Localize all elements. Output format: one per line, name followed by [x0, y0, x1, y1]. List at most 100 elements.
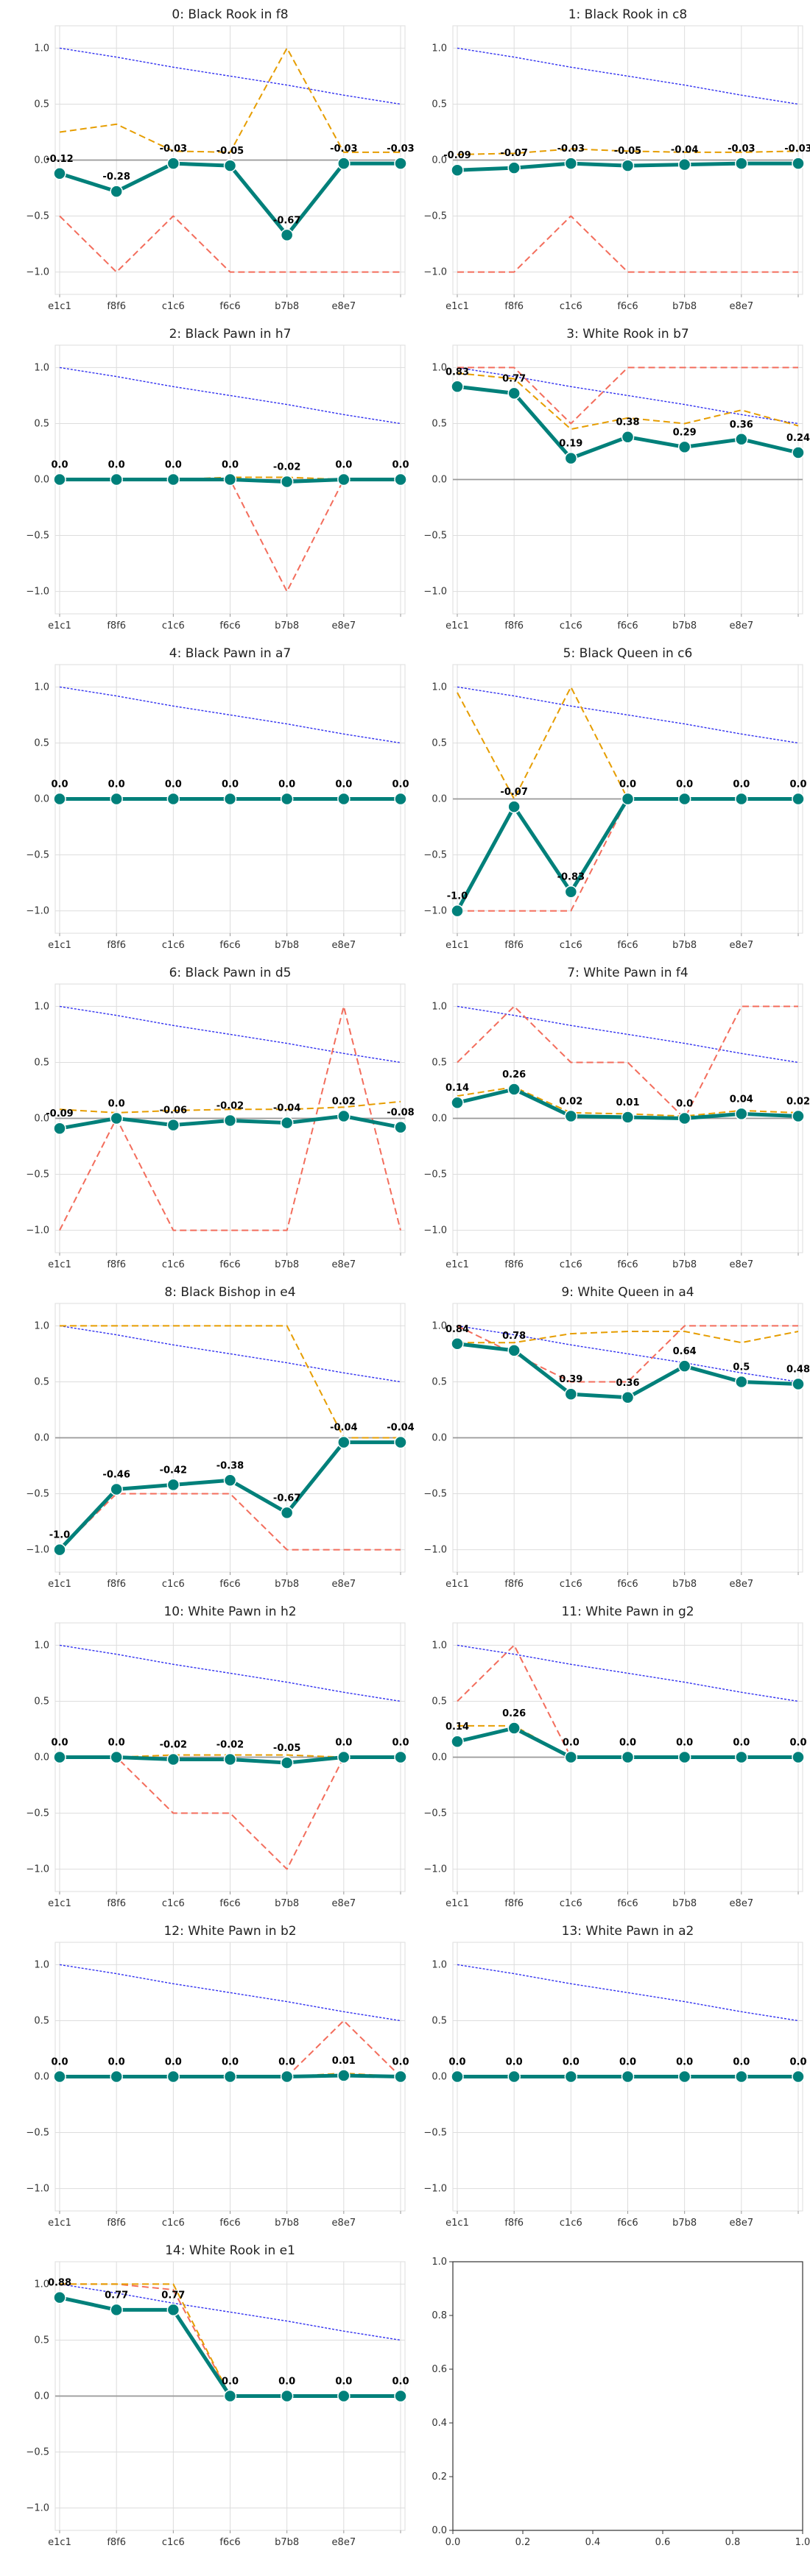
data-label: 0.77 — [105, 2290, 128, 2301]
x-tick-label: e8e7 — [730, 1579, 754, 1590]
x-tick-label: f6c6 — [219, 2218, 240, 2229]
data-label: 0.24 — [786, 433, 810, 444]
data-label: -0.28 — [102, 171, 130, 183]
data-label: 0.36 — [730, 420, 753, 431]
data-point — [337, 1109, 351, 1123]
y-tick-label: 0.0 — [432, 2072, 447, 2083]
series-blue-line — [457, 1964, 799, 2022]
data-label: -0.02 — [216, 1101, 244, 1112]
data-point — [564, 885, 578, 899]
series-blue-line — [59, 47, 401, 105]
y-tick-label: 1.0 — [432, 1001, 447, 1012]
data-label: 0.78 — [502, 1331, 526, 1342]
data-point — [735, 1375, 748, 1389]
data-point — [735, 792, 748, 806]
x-tick-label: b7b8 — [672, 1579, 697, 1590]
data-label: 0.0 — [733, 779, 750, 790]
x-tick-label: e8e7 — [730, 1898, 754, 1909]
x-tick-label: e8e7 — [730, 301, 754, 312]
data-label: 0.01 — [616, 1097, 639, 1108]
y-tick-label: 0.5 — [34, 418, 49, 429]
y-tick-label: 0.0 — [432, 1433, 447, 1444]
data-point — [110, 2070, 123, 2084]
y-tick-label: −0.5 — [26, 211, 49, 222]
x-tick-label: f6c6 — [219, 2537, 240, 2548]
y-tick-label: 1.0 — [34, 362, 49, 373]
data-point — [223, 473, 237, 486]
data-label: 0.26 — [502, 1069, 526, 1080]
data-point — [792, 446, 805, 459]
y-tick-label: 0.5 — [34, 737, 49, 749]
data-label: -0.07 — [500, 787, 527, 798]
x-tick-label: e1c1 — [48, 1259, 71, 1270]
y-tick-label: 0.0 — [34, 155, 49, 166]
data-point — [451, 1735, 464, 1748]
data-label: 0.0 — [789, 1738, 806, 1749]
series-blue-line — [59, 1964, 401, 2022]
y-tick-label: 1.0 — [432, 1959, 447, 1970]
x-tick-label: f6c6 — [219, 1579, 240, 1590]
data-label: 0.0 — [222, 2377, 239, 2388]
data-label: 0.26 — [502, 1708, 526, 1719]
series-red-line — [59, 1493, 401, 1551]
data-label: 0.0 — [563, 1738, 580, 1749]
data-point — [677, 440, 691, 454]
x-tick-label: e1c1 — [48, 301, 71, 312]
data-point — [110, 1750, 123, 1764]
data-label: 0.02 — [786, 1096, 810, 1107]
data-point — [223, 2070, 237, 2084]
data-label: 0.0 — [335, 2377, 352, 2388]
y-tick-label: −0.5 — [423, 850, 447, 861]
data-label: 0.0 — [108, 460, 125, 471]
data-point — [792, 2070, 805, 2084]
x-tick-label: c1c6 — [162, 301, 185, 312]
data-label: 0.0 — [335, 1738, 352, 1749]
x-tick-label: c1c6 — [560, 940, 582, 951]
data-point — [792, 792, 805, 806]
y-tick-label: 1.0 — [34, 1959, 49, 1970]
x-tick-label: e8e7 — [730, 1259, 754, 1270]
x-tick-label: f6c6 — [617, 1898, 638, 1909]
data-point — [394, 792, 407, 806]
series-blue-line — [457, 47, 799, 105]
data-point — [280, 1506, 294, 1520]
data-label: 0.0 — [392, 779, 409, 790]
data-label: 0.0 — [278, 2377, 295, 2388]
data-label: 0.83 — [446, 367, 469, 378]
data-label: 0.0 — [676, 779, 693, 790]
data-point — [53, 792, 66, 806]
x-tick-label: e1c1 — [446, 301, 469, 312]
data-point — [507, 161, 521, 174]
x-tick-label: e1c1 — [48, 1898, 71, 1909]
x-tick-label: b7b8 — [275, 940, 299, 951]
x-tick-label: b7b8 — [672, 1259, 697, 1270]
data-label: 0.01 — [332, 2056, 356, 2067]
series-red-line — [457, 367, 798, 425]
series-blue-line — [457, 686, 799, 744]
data-point — [223, 159, 237, 172]
x-tick-label: e1c1 — [446, 940, 469, 951]
data-label: 0.0 — [335, 460, 352, 471]
x-tick-label: f8f6 — [107, 1579, 126, 1590]
data-point — [394, 157, 407, 170]
data-point — [223, 2389, 237, 2403]
x-tick-label: e8e7 — [332, 940, 356, 951]
x-tick-label: c1c6 — [560, 620, 582, 631]
data-point — [53, 167, 66, 180]
y-tick-label: 0.2 — [432, 2471, 447, 2483]
chart-title: 10: White Pawn in h2 — [163, 1604, 296, 1619]
x-tick-label: e8e7 — [730, 2218, 754, 2229]
data-label: -0.03 — [330, 144, 357, 155]
data-label: -0.02 — [160, 1740, 187, 1751]
data-label: 0.0 — [51, 460, 68, 471]
x-tick-label: e1c1 — [446, 1579, 469, 1590]
data-point — [677, 2070, 691, 2084]
data-label: 0.0 — [619, 1738, 636, 1749]
data-point — [166, 473, 180, 486]
x-tick-label: f6c6 — [219, 301, 240, 312]
x-tick-label: b7b8 — [275, 1898, 299, 1909]
data-label: 0.0 — [165, 2057, 182, 2068]
data-label: 0.84 — [446, 1324, 469, 1335]
x-tick-label: e1c1 — [446, 1898, 469, 1909]
x-tick-label: c1c6 — [560, 2218, 582, 2229]
